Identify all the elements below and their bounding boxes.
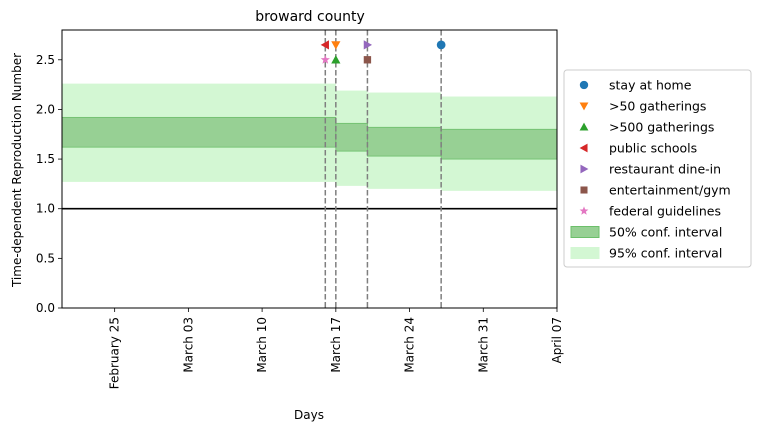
chart-title: broward county — [255, 9, 365, 25]
legend-marker — [579, 206, 589, 215]
ci50-band — [440, 128, 558, 160]
legend-label: 95% conf. interval — [609, 246, 722, 261]
legend-label: public schools — [609, 141, 697, 156]
legend-label: restaurant dine-in — [609, 162, 721, 177]
ci50-band — [61, 116, 337, 148]
ci50-band — [335, 122, 368, 152]
x-tick-label: March 03 — [181, 317, 195, 373]
x-tick-label: February 25 — [108, 317, 122, 389]
legend-label: >500 gatherings — [609, 120, 714, 135]
legend-marker — [579, 102, 589, 111]
legend-marker — [580, 164, 589, 174]
data-point-marker — [363, 40, 373, 50]
x-tick-label: April 07 — [550, 317, 564, 364]
data-point-marker — [331, 55, 341, 64]
y-tick-label: 2.5 — [36, 53, 55, 67]
x-tick-label: March 24 — [403, 317, 417, 373]
y-tick-label: 1.0 — [36, 202, 55, 216]
x-tick-label: March 31 — [476, 317, 490, 373]
x-tick-label: March 17 — [329, 317, 343, 373]
legend-label: federal guidelines — [609, 204, 721, 219]
legend-marker — [580, 186, 588, 194]
legend-label: 50% conf. interval — [609, 225, 722, 240]
data-point-marker — [331, 41, 341, 50]
x-axis-label: Days — [294, 408, 324, 422]
legend: stay at home >50 gatherings >500 gathering… — [563, 69, 752, 268]
data-point-marker — [320, 40, 329, 50]
legend-frame — [563, 69, 752, 268]
data-point-marker — [320, 54, 330, 64]
y-tick-label: 1.5 — [36, 152, 55, 166]
plot-frame — [61, 29, 558, 309]
legend-marker — [579, 80, 589, 90]
ci50-band — [367, 126, 442, 157]
legend-swatch — [570, 247, 600, 259]
legend-swatch — [570, 226, 600, 238]
legend-marker — [579, 122, 589, 131]
y-tick-label: 0.0 — [36, 301, 55, 315]
y-tick-label: 2.0 — [36, 102, 55, 116]
data-point-marker — [436, 40, 446, 50]
data-point-marker — [363, 56, 372, 64]
legend-label: >50 gatherings — [609, 99, 706, 114]
legend-label: stay at home — [609, 78, 692, 93]
x-tick-label: March 10 — [255, 317, 269, 373]
axes: 0.0 0.5 1.0 1.5 2.0 2.5 February 25 March 03 Mar… — [36, 53, 564, 389]
legend-label: entertainment/gym — [609, 183, 731, 198]
y-axis-label: Time-dependent Reproduction Number — [10, 53, 24, 288]
plot-area — [61, 30, 558, 308]
y-tick-label: 0.5 — [36, 251, 55, 265]
legend-marker — [579, 143, 588, 153]
